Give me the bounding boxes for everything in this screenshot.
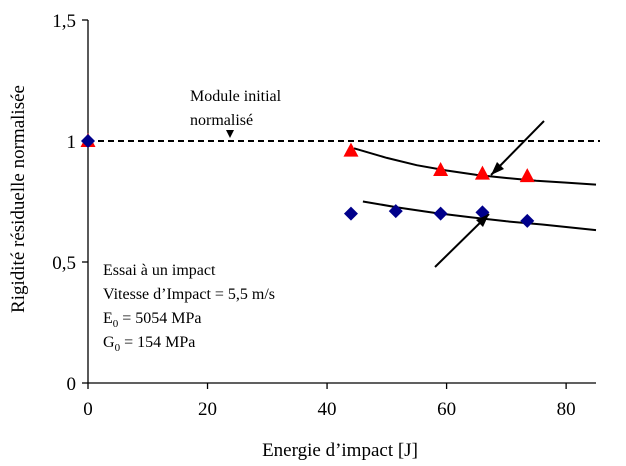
data-points bbox=[80, 133, 535, 228]
y-axis-title: Rigidité résiduelle normalisée bbox=[8, 85, 29, 313]
diamond-data-point bbox=[81, 134, 95, 148]
triangle-data-point bbox=[433, 162, 449, 177]
triangle-data-point bbox=[343, 142, 359, 157]
x-tick-label: 20 bbox=[198, 399, 217, 420]
annotation-module-initial-line2: normalisé bbox=[190, 112, 253, 129]
x-axis-title: Energie d’impact [J] bbox=[262, 440, 418, 461]
y-tick-label: 1,5 bbox=[52, 11, 76, 32]
diamond-data-point bbox=[388, 204, 403, 219]
annotation-module-initial-line1: Module initial bbox=[190, 88, 282, 105]
trend-line bbox=[353, 147, 597, 186]
x-tick-label: 60 bbox=[437, 399, 456, 420]
diamond-data-point bbox=[343, 206, 358, 221]
annotation-g0: G0 = 154 MPa bbox=[103, 334, 195, 354]
trend-lines bbox=[353, 147, 597, 232]
g0-symbol: G bbox=[103, 334, 115, 351]
ticks: 0 20 40 60 80 0 0,5 1 1,5 bbox=[52, 11, 575, 420]
g0-subscript: 0 bbox=[115, 342, 121, 354]
arrow-module-initial bbox=[226, 130, 234, 138]
diamond-data-point bbox=[433, 206, 448, 221]
y-tick-label: 0 bbox=[67, 374, 77, 395]
triangle-data-point bbox=[519, 168, 535, 183]
e0-symbol: E bbox=[103, 310, 113, 327]
arrow-upper-head bbox=[491, 162, 504, 175]
triangle-data-point bbox=[474, 165, 490, 180]
axes bbox=[87, 20, 596, 384]
e0-subscript: 0 bbox=[113, 318, 119, 330]
y-tick-label: 0,5 bbox=[52, 253, 76, 274]
e0-value: = 5054 MPa bbox=[118, 310, 201, 327]
annotation-impact-velocity: Vitesse d’Impact = 5,5 m/s bbox=[103, 286, 275, 303]
x-tick-label: 0 bbox=[83, 399, 93, 420]
annotation-e0: E0 = 5054 MPa bbox=[103, 310, 202, 330]
g0-value: = 154 MPa bbox=[120, 334, 195, 351]
arrow-lower-head bbox=[476, 214, 489, 227]
x-tick-label: 40 bbox=[318, 399, 337, 420]
annotation-arrows bbox=[226, 120, 545, 268]
annotation-test-type: Essai à un impact bbox=[103, 262, 216, 279]
diamond-data-point bbox=[520, 213, 535, 228]
y-tick-label: 1 bbox=[67, 132, 77, 153]
x-tick-label: 80 bbox=[557, 399, 576, 420]
